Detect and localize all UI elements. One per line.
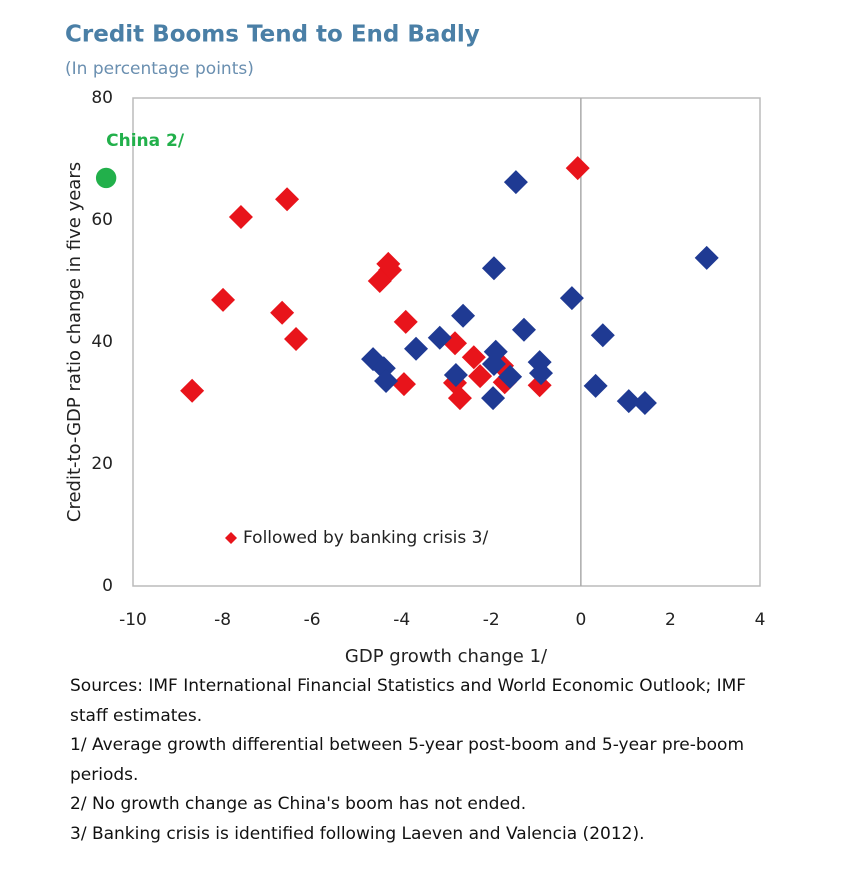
point <box>270 300 295 325</box>
y-axis-label: Credit-to-GDP ratio change in five years <box>64 162 85 522</box>
x-tick-label: 0 <box>575 610 586 630</box>
point <box>447 386 472 411</box>
point <box>180 378 205 403</box>
x-axis-label: GDP growth change 1/ <box>345 646 548 667</box>
note: Sources: IMF International Financial Sta… <box>70 676 747 726</box>
chart: Credit Booms Tend to End Badly (In perce… <box>64 22 766 668</box>
x-tick-label: -6 <box>304 610 321 630</box>
chart-title: Credit Booms Tend to End Badly <box>65 22 480 48</box>
x-tick-label: -4 <box>393 610 410 630</box>
point <box>583 373 608 398</box>
chart-subtitle: (In percentage points) <box>65 59 254 79</box>
legend-marker <box>225 532 237 544</box>
x-tick-label: -2 <box>483 610 500 630</box>
x-tick-label: -10 <box>119 610 147 630</box>
point <box>565 156 590 181</box>
note: 3/ Banking crisis is identified followin… <box>70 823 645 844</box>
point <box>95 167 117 189</box>
point <box>481 256 506 281</box>
point <box>284 326 309 351</box>
point <box>559 286 584 311</box>
point <box>590 323 615 348</box>
point <box>503 170 528 195</box>
x-tick-label: 4 <box>755 610 766 630</box>
y-tick-label: 60 <box>91 210 113 230</box>
point <box>616 389 641 414</box>
point <box>376 251 401 276</box>
legend-label: Followed by banking crisis 3/ <box>243 528 488 548</box>
point <box>228 204 253 229</box>
point <box>404 336 429 361</box>
plot-frame <box>132 97 761 587</box>
point <box>694 245 719 270</box>
point <box>443 362 468 387</box>
y-tick-label: 20 <box>91 454 113 474</box>
notes: Sources: IMF International Financial Sta… <box>70 672 770 849</box>
point <box>427 325 452 350</box>
x-tick-label: 2 <box>665 610 676 630</box>
point <box>367 269 392 293</box>
y-tick-label: 0 <box>102 576 113 596</box>
point <box>468 364 493 389</box>
point <box>528 361 553 386</box>
point <box>498 364 523 389</box>
y-tick-label: 80 <box>91 88 113 108</box>
annotation: China 2/ <box>106 131 185 151</box>
point <box>481 351 506 376</box>
point <box>374 369 399 394</box>
point <box>511 317 536 342</box>
note: 2/ No growth change as China's boom has … <box>70 794 527 814</box>
point <box>391 372 416 397</box>
point <box>275 187 300 212</box>
point <box>211 287 236 312</box>
point <box>481 386 506 411</box>
point <box>451 303 476 328</box>
x-tick-label: -8 <box>214 610 231 630</box>
point <box>393 309 418 334</box>
y-tick-label: 40 <box>91 332 113 352</box>
point <box>632 391 657 415</box>
point <box>461 345 486 370</box>
note: 1/ Average growth differential between 5… <box>70 735 745 785</box>
